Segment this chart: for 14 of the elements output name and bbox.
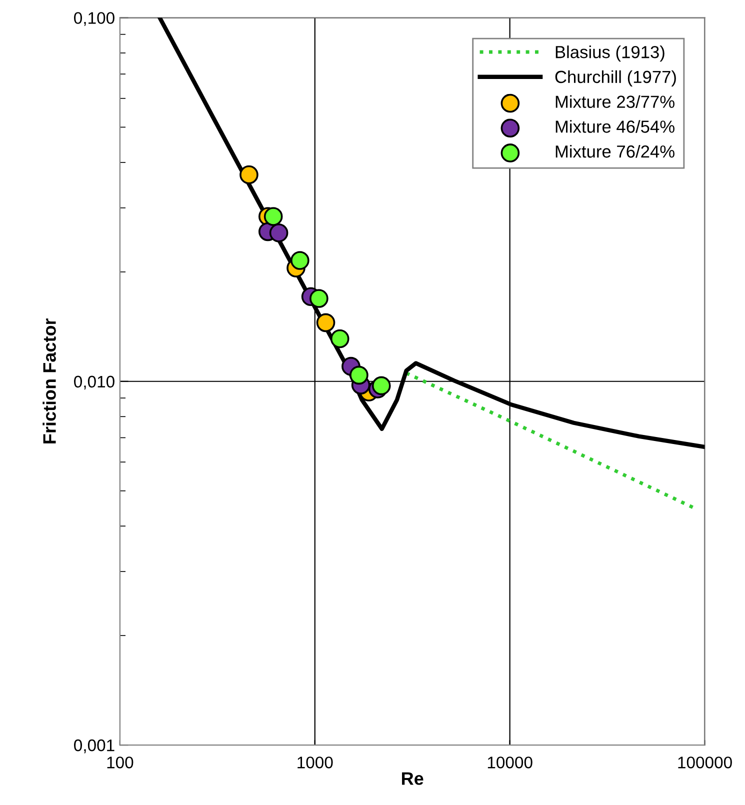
legend-label: Blasius (1913) [556, 45, 664, 62]
x-tick-label: 1000 [298, 756, 333, 768]
y-tick-label: 0,100 [74, 12, 114, 26]
x-tick-label: 100 [107, 756, 134, 768]
legend-label: Mixture 23/77% [556, 95, 674, 108]
legend-label: Mixture 46/54% [556, 120, 674, 133]
legend-label: Mixture 76/24% [556, 144, 674, 158]
x-tick-label: 100000 [678, 756, 732, 768]
x-axis-title: Re [402, 772, 424, 785]
y-tick-label: 0,001 [74, 739, 114, 754]
y-axis-title: Friction Factor [42, 318, 56, 444]
y-tick-label: 0,010 [74, 376, 114, 390]
legend-label: Churchill (1977) [555, 70, 676, 87]
x-tick-label: 10000 [488, 756, 532, 768]
